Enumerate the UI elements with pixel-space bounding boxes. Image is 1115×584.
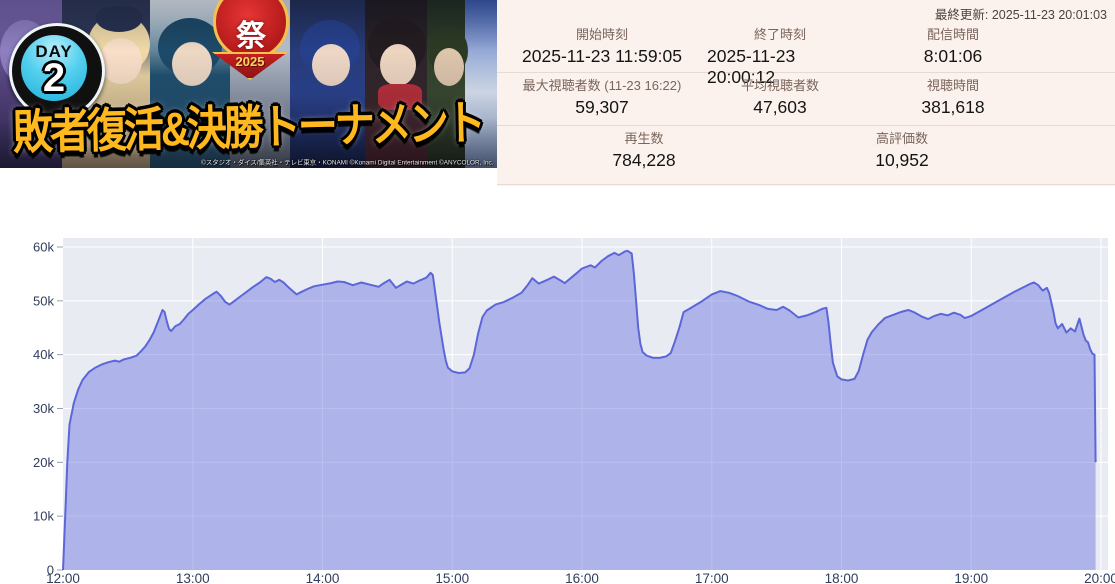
svg-text:15:00: 15:00 [435,571,469,584]
festival-year: 2025 [235,54,265,69]
stat-max-viewers: 最大視聴者数 (11-23 16:22) 59,307 [497,73,707,125]
stat-value: 10,952 [875,150,929,171]
stat-label: 再生数 [624,131,664,146]
stat-label: 平均視聴者数 [740,78,819,93]
svg-text:0: 0 [47,563,54,578]
day-badge: DAY 2 [9,23,105,119]
stats-row-engagement: 再生数 784,228 高評価数 10,952 [497,125,1115,185]
stat-avg-viewers: 平均視聴者数 47,603 [707,73,853,125]
stat-watch-time: 視聴時間 381,618 [853,73,1053,125]
stat-value: 784,228 [612,150,676,171]
stat-label: 終了時刻 [753,27,806,42]
stat-end-time: 終了時刻 2025-11-23 20:00:12 [707,22,853,87]
thumbnail-title: 敗者復活&決勝トーナメント [12,97,484,160]
stats-row-times: 開始時刻 2025-11-23 11:59:05 終了時刻 2025-11-23… [497,22,1115,87]
stat-value: 2025-11-23 11:59:05 [522,46,682,67]
svg-text:10k: 10k [33,509,54,524]
stat-label: 視聴時間 [926,78,979,93]
stream-thumbnail[interactable]: DAY 2 祭 2025 敗者復活&決勝トーナメント ©スタジオ・ダイス/集英社… [0,0,497,168]
last-updated: 最終更新: 2025-11-23 20:01:03 [934,8,1107,22]
svg-text:40k: 40k [33,347,54,362]
day-badge-number: 2 [42,55,66,100]
stats-row-viewers: 最大視聴者数 (11-23 16:22) 59,307 平均視聴者数 47,60… [497,72,1115,125]
stat-start-time: 開始時刻 2025-11-23 11:59:05 [497,22,707,72]
stat-views: 再生数 784,228 [497,126,791,184]
day-badge-label: DAY [35,41,73,61]
stat-label: 配信時間 [926,27,979,42]
stat-value: 8:01:06 [923,46,983,67]
stat-label: 最大視聴者数 (11-23 16:22) [522,78,682,93]
svg-text:16:00: 16:00 [565,571,599,584]
svg-text:18:00: 18:00 [825,571,859,584]
stat-label: 高評価数 [875,131,928,146]
stats-panel: 最終更新: 2025-11-23 20:01:03 開始時刻 2025-11-2… [497,0,1115,186]
thumbnail-copyright: ©スタジオ・ダイス/集英社・テレビ東京・KONAMI ©Konami Digit… [201,159,494,167]
svg-text:14:00: 14:00 [306,571,340,584]
stat-likes: 高評価数 10,952 [791,126,1013,184]
svg-text:19:00: 19:00 [954,571,988,584]
svg-text:60k: 60k [33,240,54,255]
festival-kanji: 祭 [236,20,266,53]
svg-text:17:00: 17:00 [695,571,729,584]
svg-text:20k: 20k [33,455,54,470]
svg-text:13:00: 13:00 [176,571,210,584]
stat-label: 開始時刻 [575,27,628,42]
stat-duration: 配信時間 8:01:06 [853,22,1053,72]
stat-value: 2025-11-23 20:00:12 [707,46,796,88]
svg-text:30k: 30k [33,401,54,416]
svg-text:20:00: 20:00 [1084,571,1115,584]
stat-value: 59,307 [575,97,629,118]
viewer-chart[interactable]: 0 10k 20k 30k 40k 50k 60k 12:00 13:00 14:00 15:00 1… [0,228,1115,584]
svg-text:50k: 50k [33,293,54,308]
stat-value: 381,618 [921,97,985,118]
svg-text:12:00: 12:00 [46,571,80,584]
stat-value: 47,603 [753,97,807,118]
chart-svg[interactable]: 0 10k 20k 30k 40k 50k 60k 12:00 13:00 14:00 15:00 1… [0,228,1115,584]
